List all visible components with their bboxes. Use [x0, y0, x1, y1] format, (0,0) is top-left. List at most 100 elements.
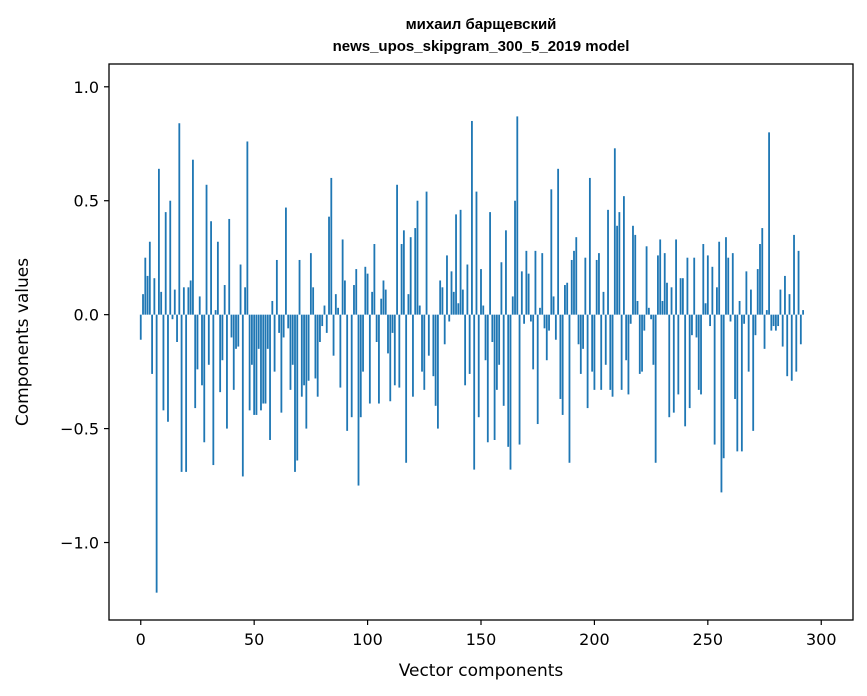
bar [647, 307, 650, 315]
bar [691, 314, 693, 336]
bar [480, 269, 482, 315]
bar [754, 314, 757, 336]
bar [659, 239, 662, 315]
bar [257, 314, 260, 349]
bar [443, 314, 446, 345]
bar [144, 257, 147, 315]
bar [550, 189, 553, 315]
bar [353, 285, 355, 315]
bar [534, 250, 537, 315]
bar [391, 314, 394, 333]
bar [747, 314, 750, 372]
bar [162, 314, 165, 411]
bar [657, 255, 659, 315]
bar [167, 314, 169, 422]
bar [205, 184, 208, 315]
x-tick-label: 0 [136, 630, 146, 649]
bar [330, 177, 333, 315]
bar [486, 314, 489, 443]
bar [666, 282, 668, 315]
bar [738, 300, 741, 315]
bar [663, 253, 666, 315]
bar [407, 294, 410, 315]
bar [466, 264, 469, 315]
bar [713, 314, 716, 445]
bar [495, 314, 498, 390]
bar [679, 278, 682, 315]
bar [777, 314, 780, 327]
x-axis-ticks: 0 50 100 150 200 250 300 [136, 620, 837, 649]
bar [192, 159, 194, 315]
bar [600, 314, 603, 390]
bar [722, 314, 725, 459]
bar [189, 280, 192, 315]
bar [366, 273, 369, 315]
bar [763, 314, 766, 349]
x-tick-label: 250 [693, 630, 724, 649]
bar [623, 196, 625, 315]
bar [514, 200, 516, 315]
bar [337, 307, 339, 315]
bar [502, 314, 505, 406]
bar [505, 230, 507, 315]
bar [239, 264, 242, 315]
bar [221, 314, 224, 361]
bar [561, 314, 564, 415]
bar [210, 221, 212, 315]
bar-series [139, 116, 804, 593]
bar [759, 244, 761, 315]
bar [357, 314, 360, 486]
bar [768, 132, 770, 315]
bar [670, 287, 673, 315]
x-axis-label: Vector components [399, 661, 564, 681]
bar [176, 314, 178, 342]
bar [727, 257, 730, 315]
bar [296, 314, 299, 461]
bar [625, 314, 628, 361]
bar [325, 314, 328, 333]
bar [418, 305, 421, 315]
bar [718, 241, 721, 315]
bar [686, 257, 689, 315]
bar [409, 237, 412, 315]
bar [473, 314, 476, 470]
bar [752, 314, 755, 431]
bar [264, 314, 267, 404]
bar [559, 314, 562, 399]
bar [688, 314, 691, 409]
bar [275, 259, 278, 315]
bar [355, 269, 358, 315]
bar [697, 314, 700, 390]
bar [153, 278, 156, 315]
bar [693, 257, 696, 315]
bar [720, 314, 723, 493]
x-tick-label: 200 [579, 630, 610, 649]
bar [405, 314, 408, 463]
bar [788, 294, 791, 315]
bar [493, 314, 496, 440]
bar [525, 250, 528, 315]
x-tick-label: 150 [466, 630, 497, 649]
bar [593, 314, 596, 390]
bar [516, 116, 519, 315]
bar [518, 314, 521, 445]
bar [591, 314, 594, 372]
bar [323, 305, 326, 315]
bar [362, 314, 364, 372]
bar [441, 287, 444, 315]
bar [566, 282, 569, 315]
bar [468, 314, 471, 374]
bar [706, 255, 709, 315]
bar [695, 314, 698, 338]
x-tick-label: 50 [244, 630, 264, 649]
bar [475, 191, 478, 315]
bar [380, 298, 383, 315]
bar [532, 314, 535, 370]
bar [523, 314, 525, 324]
bar [675, 239, 677, 315]
bar [300, 314, 303, 397]
bar [155, 314, 158, 593]
y-tick-label: 0.5 [74, 192, 99, 211]
bar [618, 212, 621, 315]
